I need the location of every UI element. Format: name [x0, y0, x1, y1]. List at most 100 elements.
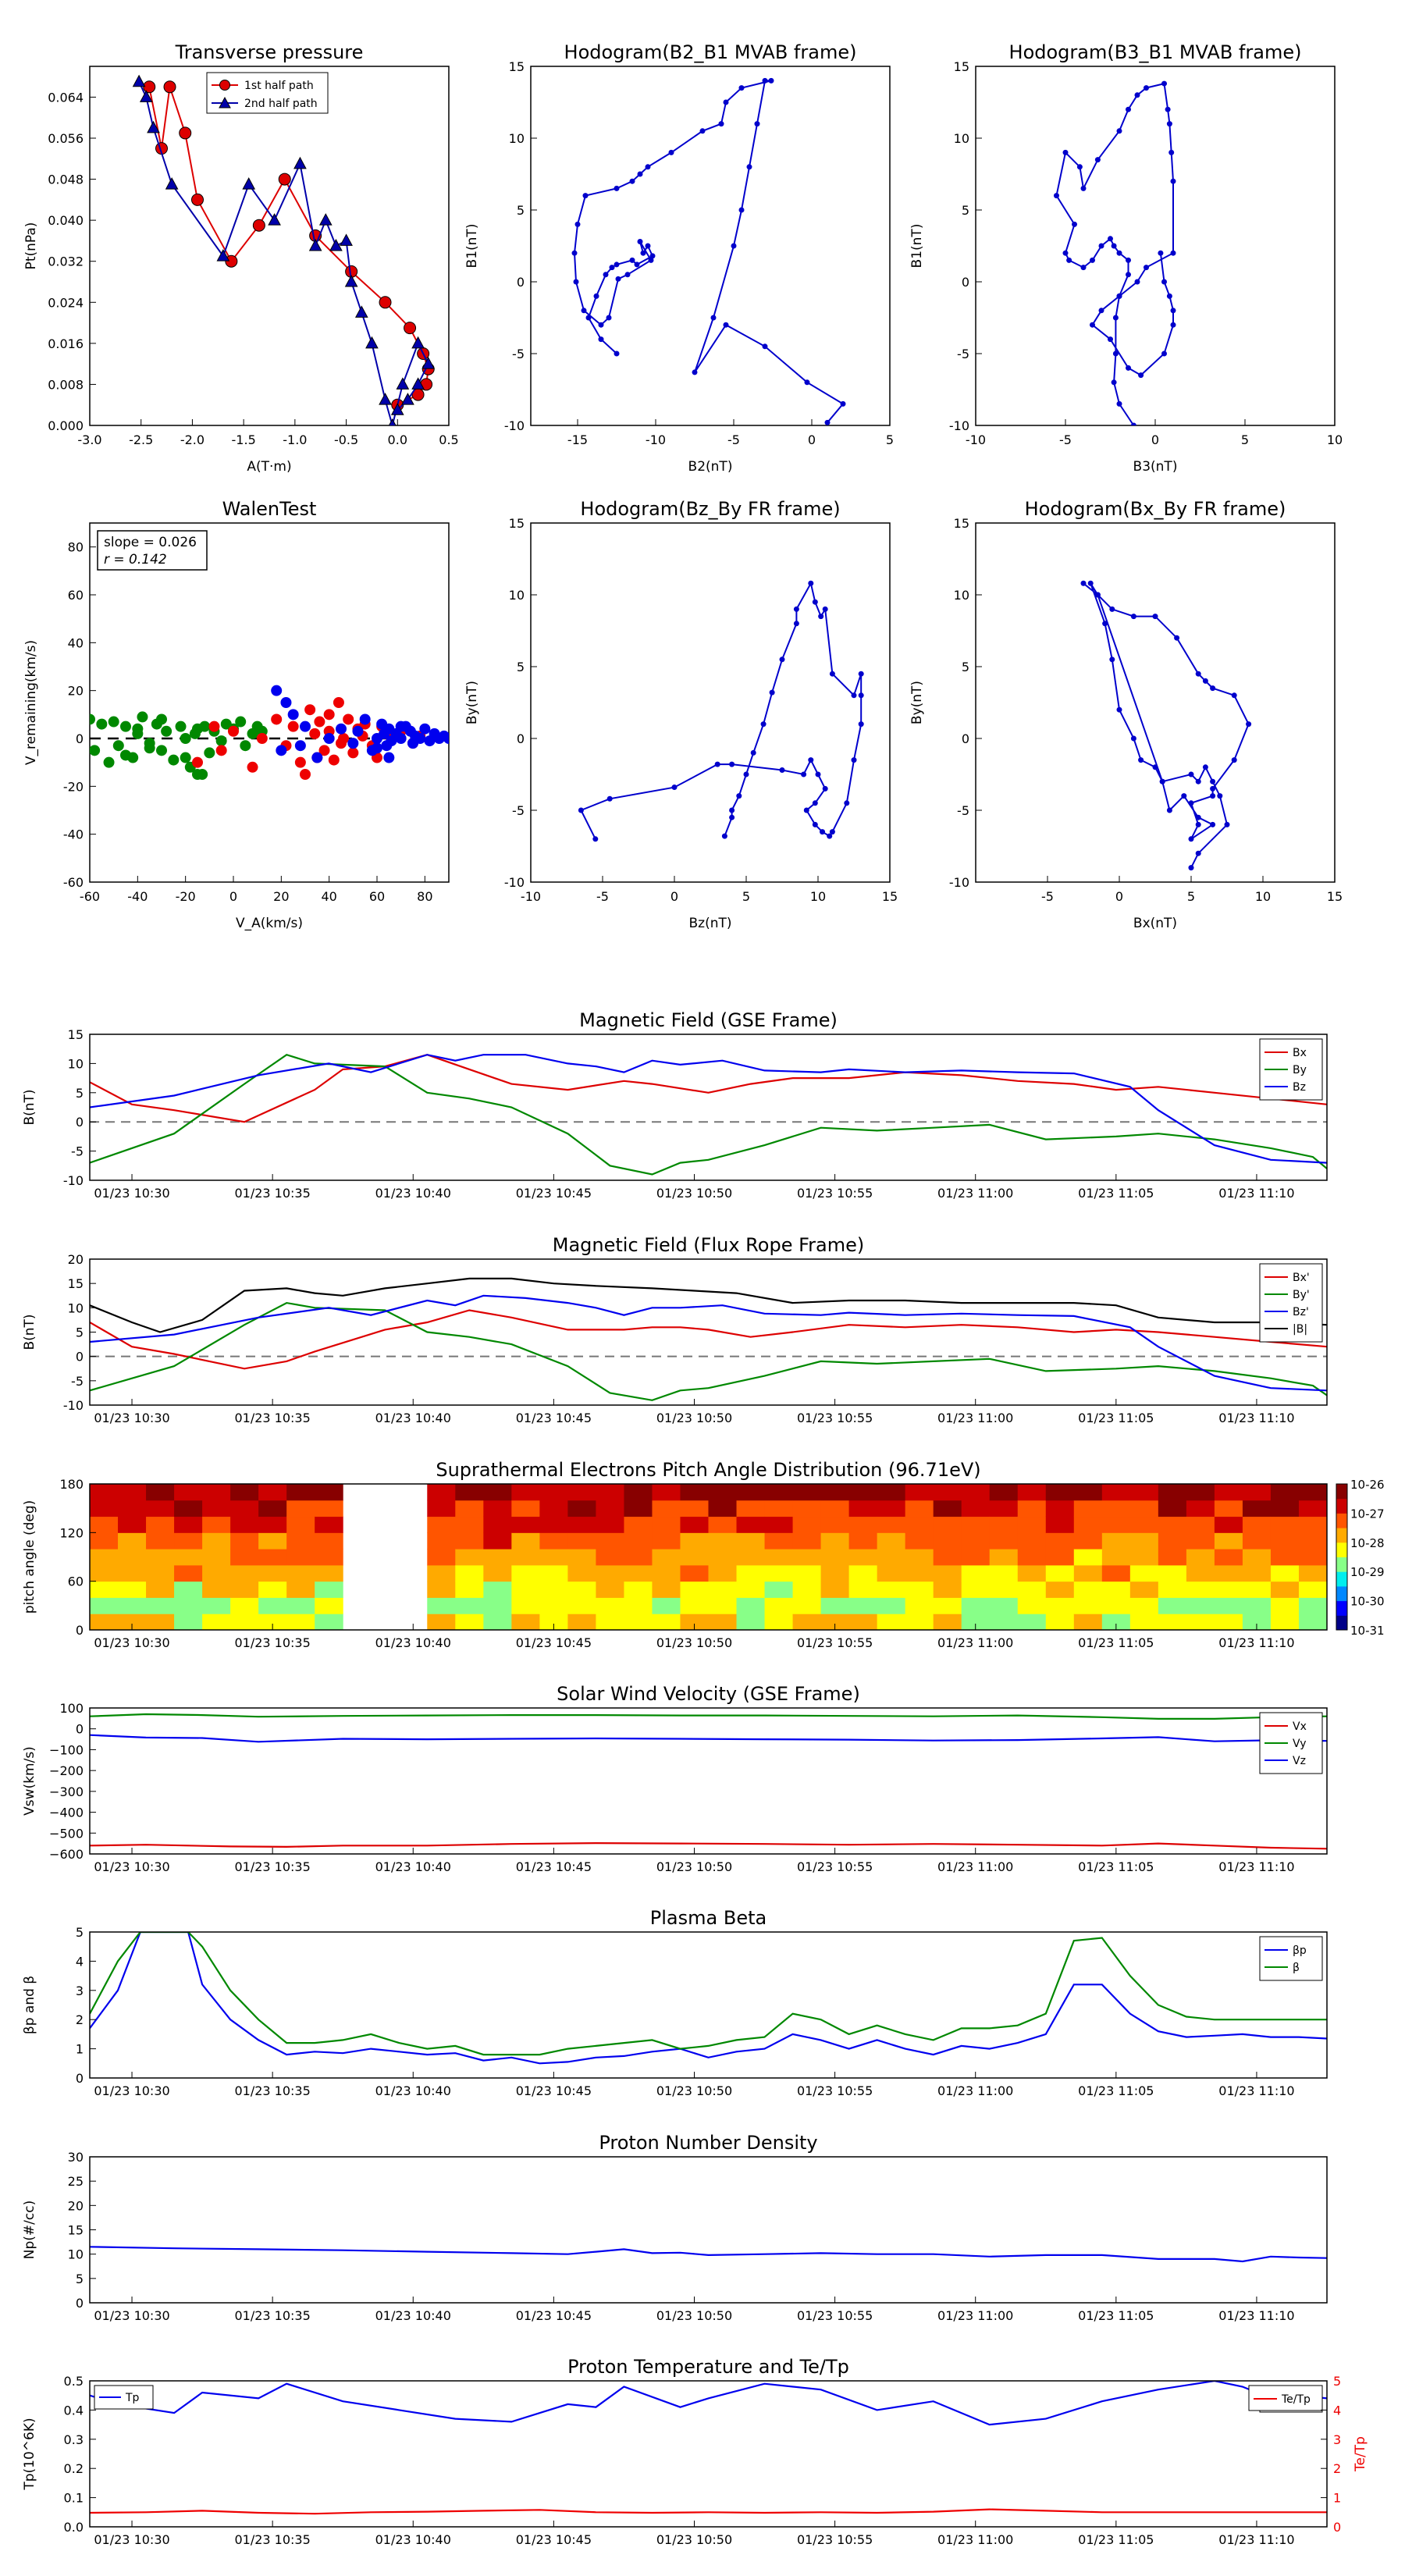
data-point-blue [271, 685, 283, 696]
data-point [851, 692, 857, 699]
heatmap-cell [764, 1549, 794, 1566]
heatmap-cell [905, 1500, 934, 1517]
x-tick-label: 01/23 10:50 [656, 2532, 732, 2547]
data-point [278, 173, 291, 186]
data-point [762, 77, 768, 84]
x-tick-label: 01/23 11:10 [1218, 1859, 1294, 1874]
data-point [815, 771, 821, 777]
heatmap-cell [90, 1614, 119, 1630]
heatmap-cell [1073, 1516, 1103, 1533]
heatmap-cell [567, 1581, 596, 1598]
panel-title: Solar Wind Velocity (GSE Frame) [557, 1683, 860, 1705]
heatmap-cell [567, 1564, 596, 1582]
heatmap-cell [736, 1564, 766, 1582]
y-axis-label: B1(nT) [464, 224, 480, 269]
data-point [1188, 800, 1194, 806]
x-tick-label: 01/23 10:45 [516, 2532, 592, 2547]
data-point [1144, 85, 1149, 91]
x-axis-label: A(T·m) [247, 459, 291, 475]
heatmap-cell [848, 1614, 878, 1630]
heatmap-cell [820, 1484, 850, 1501]
data-point [1080, 265, 1087, 271]
heatmap-cell [820, 1597, 850, 1614]
data-point [388, 418, 397, 425]
data-point [585, 315, 592, 321]
heatmap-cell [933, 1549, 962, 1566]
data-point [422, 357, 436, 369]
x-tick-label: 01/23 10:50 [656, 2308, 732, 2323]
data-point [1166, 293, 1172, 299]
x-tick-label: -40 [127, 889, 148, 904]
legend-box [1259, 1936, 1323, 1981]
data-point [721, 833, 727, 839]
heatmap-cell [511, 1614, 540, 1630]
heatmap-cell [455, 1500, 484, 1517]
heatmap-cell [933, 1581, 962, 1598]
data-point-red [192, 756, 203, 768]
x-tick-label: 0 [1151, 432, 1159, 447]
y-tick-label: -10 [949, 875, 969, 890]
x-tick-label: 01/23 11:10 [1218, 2532, 1294, 2547]
data-point [1195, 850, 1201, 856]
heatmap-cell [258, 1484, 287, 1501]
y-axis-label-right: Te/Tp [1353, 2436, 1368, 2472]
plot-area [90, 1277, 1327, 1401]
heatmap-cell [680, 1500, 709, 1517]
heatmap-cell [315, 1532, 343, 1550]
x-tick-label: 01/23 10:30 [94, 1859, 169, 1874]
heatmap-cell [1158, 1484, 1187, 1501]
heatmap-cell [1270, 1581, 1300, 1598]
x-tick-label: 01/23 10:35 [234, 1859, 310, 1874]
data-point-green [161, 725, 173, 737]
heatmap-cell [624, 1500, 653, 1517]
data-point [1181, 793, 1187, 799]
heatmap-cell [1129, 1581, 1159, 1598]
heatmap-cell [455, 1564, 484, 1582]
heatmap-cell [174, 1597, 203, 1614]
heatmap-cell [511, 1500, 540, 1517]
heatmap-cell [427, 1500, 456, 1517]
data-point [1152, 614, 1158, 620]
heatmap-cell [230, 1549, 259, 1566]
data-point-blue [300, 720, 311, 732]
heatmap-cell [1186, 1564, 1215, 1582]
plot-area [90, 685, 449, 780]
plot-area [132, 74, 436, 425]
heatmap-cell [427, 1516, 456, 1533]
data-point [808, 580, 814, 586]
data-point [606, 795, 613, 802]
heatmap-cell [1017, 1581, 1047, 1598]
data-point-green [120, 749, 131, 761]
colorbar-tick-label: 10-28 [1350, 1536, 1385, 1550]
heatmap-cell [118, 1500, 147, 1517]
heatmap-cell [764, 1614, 794, 1630]
heatmap-cell [1214, 1500, 1243, 1517]
heatmap-cell [1101, 1581, 1131, 1598]
y-tick-label: −200 [49, 1763, 84, 1778]
data-point [738, 85, 745, 91]
y-tick-label: 0 [517, 275, 525, 290]
heatmap-cell [877, 1581, 906, 1598]
panel-vsw: Solar Wind Velocity (GSE Frame) Vsw(km/s)… [22, 1683, 1328, 1874]
data-point [578, 807, 584, 813]
x-tick-label: 0 [670, 889, 678, 904]
heatmap-cell [539, 1532, 568, 1550]
data-point [729, 761, 735, 767]
heatmap-cell [230, 1581, 259, 1598]
heatmap-cell [315, 1516, 343, 1533]
data-point [645, 164, 651, 170]
data-point [1231, 692, 1237, 699]
data-point [615, 276, 621, 282]
data-point [844, 800, 850, 806]
y-tick-label: 3 [76, 1984, 84, 1998]
panel-title: Plasma Beta [650, 1907, 767, 1929]
heatmap-cell [596, 1484, 624, 1501]
heatmap-cell [202, 1564, 231, 1582]
heatmap-cell [258, 1549, 287, 1566]
data-point-green [180, 733, 191, 744]
legend-box [1259, 1263, 1323, 1343]
x-tick-label: 01/23 10:35 [234, 2532, 310, 2547]
data-point-red [271, 713, 283, 725]
heatmap-cell [1298, 1549, 1327, 1566]
heatmap-cell [877, 1484, 906, 1501]
